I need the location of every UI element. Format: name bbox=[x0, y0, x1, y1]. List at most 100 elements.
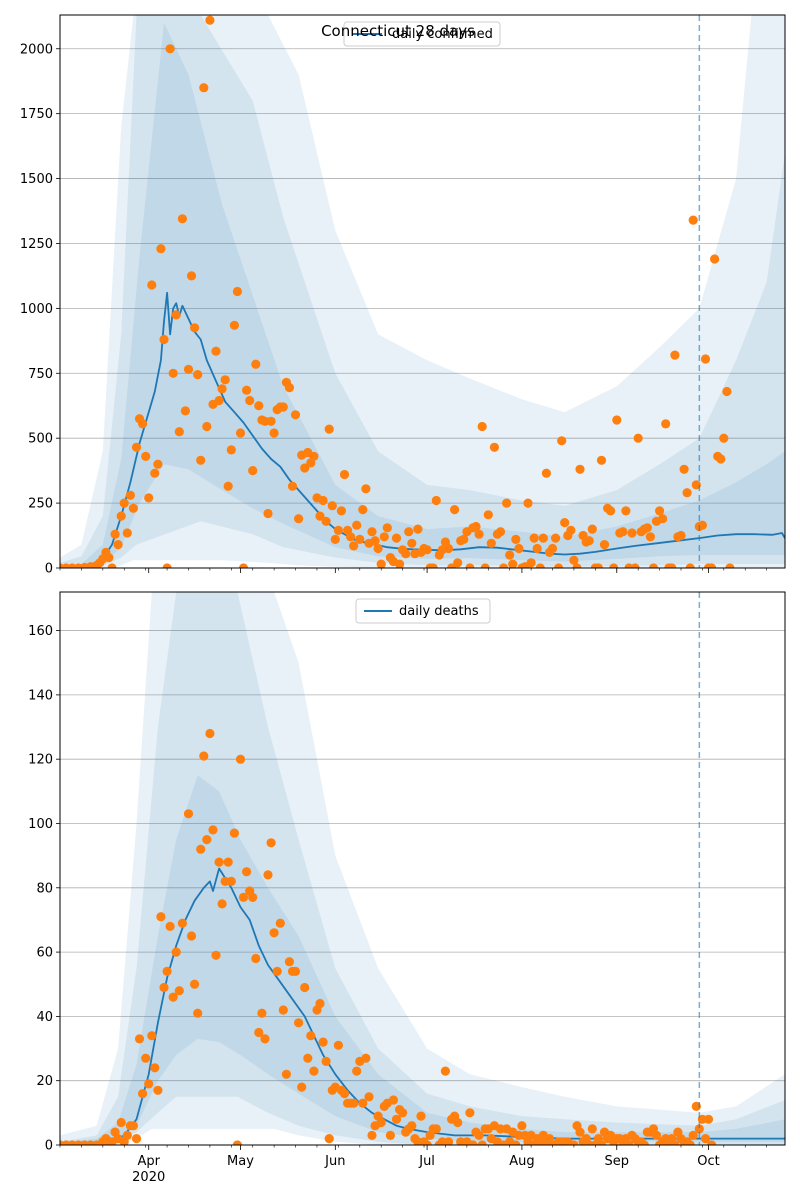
deaths-dot bbox=[281, 1069, 291, 1079]
confirmed-dot bbox=[229, 320, 239, 330]
confirmed-dot bbox=[110, 529, 120, 539]
confirmed-dot bbox=[489, 442, 499, 452]
confirmed-dot bbox=[327, 501, 337, 511]
deaths-dot bbox=[168, 992, 178, 1002]
confirmed-y-tick-label: 750 bbox=[28, 367, 53, 382]
confirmed-dot bbox=[278, 402, 288, 412]
confirmed-dot bbox=[339, 469, 350, 480]
confirmed-dot bbox=[474, 529, 484, 539]
deaths-dot bbox=[315, 998, 325, 1009]
confirmed-dot bbox=[202, 421, 212, 432]
confirmed-dot bbox=[465, 563, 475, 568]
confirmed-dot bbox=[330, 534, 340, 545]
confirmed-dot bbox=[401, 549, 411, 559]
deaths-dot bbox=[596, 1140, 607, 1145]
deaths-dot bbox=[639, 1140, 649, 1145]
confirmed-dot bbox=[141, 451, 151, 461]
confirmed-dot bbox=[700, 354, 711, 364]
deaths-dot bbox=[193, 1008, 203, 1018]
confirmed-dot bbox=[284, 383, 294, 393]
deaths-dot bbox=[685, 1140, 695, 1145]
deaths-dot bbox=[688, 1130, 698, 1140]
confirmed-dot bbox=[529, 533, 539, 543]
confirmed-x-axis bbox=[59, 568, 767, 573]
confirmed-dot bbox=[205, 15, 215, 25]
deaths-axes-frame bbox=[59, 591, 786, 1146]
deaths-x-tick-label: May bbox=[227, 1154, 254, 1169]
deaths-dot bbox=[352, 1066, 362, 1076]
deaths-dot bbox=[624, 1140, 634, 1145]
confirmed-dot bbox=[560, 518, 570, 528]
confirmed-dot bbox=[627, 528, 637, 538]
confirmed-dot bbox=[413, 524, 423, 534]
confirmed-dot bbox=[113, 540, 123, 550]
deaths-legend-box bbox=[355, 598, 491, 624]
confirmed-line-layer bbox=[60, 291, 785, 568]
confirmed-dot bbox=[220, 375, 230, 385]
confirmed-dot bbox=[358, 505, 368, 515]
confirmed-dot bbox=[499, 563, 509, 568]
deaths-x-tick-label: Jul bbox=[418, 1154, 435, 1169]
deaths-dot bbox=[694, 1124, 704, 1134]
deaths-dot bbox=[183, 809, 194, 819]
confirmed-legend: daily confirmed bbox=[343, 21, 501, 47]
confirmed-dot bbox=[495, 527, 506, 537]
confirmed-dot bbox=[150, 468, 160, 478]
deaths-dot bbox=[174, 986, 184, 996]
deaths-dot bbox=[235, 754, 246, 764]
confirmed-dot bbox=[697, 520, 708, 530]
confirmed-dot bbox=[618, 527, 628, 537]
confirmed-dot bbox=[535, 563, 545, 568]
confirmed-dot bbox=[223, 481, 233, 491]
deaths-dot bbox=[208, 825, 218, 835]
deaths-dot bbox=[254, 1027, 264, 1038]
deaths-y-axis: 0 20 40 60 80 100 120 140 160 bbox=[28, 624, 60, 1154]
deaths-dot bbox=[290, 966, 301, 977]
confirmed-dot bbox=[508, 559, 518, 568]
deaths-x-tick-label: Aug bbox=[509, 1154, 534, 1169]
deaths-dot bbox=[468, 1140, 478, 1145]
confirmed-dot bbox=[707, 563, 717, 568]
deaths-dot bbox=[306, 1031, 316, 1041]
deaths-dot bbox=[474, 1130, 484, 1140]
deaths-dot bbox=[517, 1121, 527, 1131]
confirmed-dot bbox=[174, 427, 184, 437]
deaths-dot bbox=[294, 1018, 304, 1028]
deaths-dot bbox=[248, 892, 258, 903]
deaths-dot bbox=[190, 979, 200, 989]
confirmed-dot bbox=[251, 359, 261, 369]
deaths-dot bbox=[300, 982, 310, 993]
confirmed-dot bbox=[612, 415, 622, 425]
deaths-dot bbox=[266, 838, 276, 848]
confirmed-dot bbox=[679, 464, 689, 474]
confirmed-dot bbox=[584, 536, 594, 546]
deaths-dot bbox=[138, 1089, 148, 1099]
deaths-dot bbox=[303, 1053, 313, 1063]
confirmed-dot bbox=[554, 563, 564, 568]
confirmed-dot bbox=[190, 323, 200, 333]
deaths-dot bbox=[223, 857, 233, 867]
deaths-dot bbox=[465, 1108, 475, 1118]
deaths-dot bbox=[443, 1137, 454, 1145]
chart-title: Connecticut 28 days bbox=[321, 22, 475, 40]
confirmed-y-tick-label: 2000 bbox=[20, 42, 53, 57]
deaths-dot bbox=[339, 1089, 350, 1099]
confirmed-dots bbox=[60, 15, 735, 568]
confirmed-dot bbox=[242, 385, 252, 395]
confirmed-dot bbox=[144, 493, 154, 503]
confirmed-dot bbox=[107, 563, 117, 568]
confirmed-dot bbox=[300, 463, 310, 473]
deaths-dot bbox=[324, 1134, 334, 1144]
confirmed-dot bbox=[526, 558, 536, 568]
deaths-dot bbox=[385, 1130, 395, 1140]
confirmed-dot bbox=[183, 364, 194, 374]
deaths-y-tick-label: 160 bbox=[28, 624, 53, 639]
deaths-dot bbox=[226, 876, 236, 887]
confirmed-dot bbox=[245, 395, 255, 406]
confirmed-dot bbox=[346, 532, 356, 542]
deaths-dot bbox=[416, 1111, 426, 1121]
confirmed-dot bbox=[315, 511, 325, 521]
deaths-dot bbox=[202, 835, 212, 845]
deaths-y-tick-label: 80 bbox=[36, 881, 53, 896]
